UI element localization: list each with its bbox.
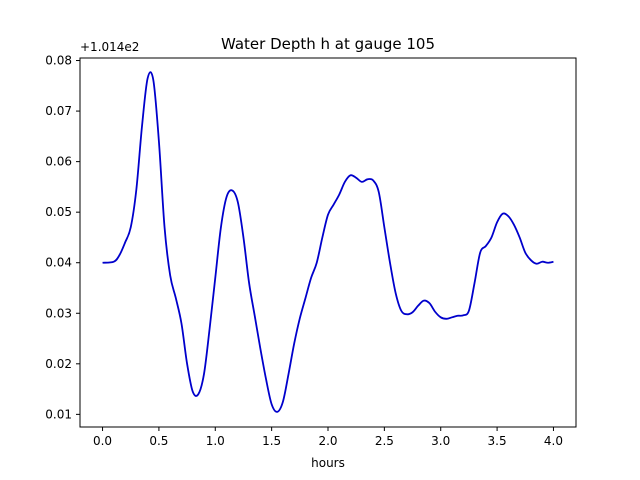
y-tick-label: 0.06 [45, 155, 72, 169]
y-tick-label: 0.04 [45, 256, 72, 270]
y-tick-label: 0.03 [45, 306, 72, 320]
x-tick-label: 1.0 [206, 434, 225, 448]
y-axis: 0.01 0.02 0.03 0.04 0.05 0.06 0.07 0.08 [45, 54, 80, 421]
x-tick-label: 2.0 [318, 434, 337, 448]
series-layer [102, 71, 554, 413]
x-tick-label: 4.0 [544, 434, 563, 448]
x-tick-label: 0.5 [149, 434, 168, 448]
x-tick-label: 3.0 [431, 434, 450, 448]
series-line [102, 71, 554, 413]
y-tick-label: 0.02 [45, 357, 72, 371]
y-offset-text: +1.014e2 [80, 40, 139, 54]
x-axis-label: hours [311, 456, 345, 470]
x-tick-label: 0.0 [93, 434, 112, 448]
y-tick-label: 0.01 [45, 407, 72, 421]
x-axis: 0.0 0.5 1.0 1.5 2.0 2.5 3.0 3.5 4.0 [93, 427, 563, 448]
plot-area [80, 58, 576, 427]
x-tick-label: 2.5 [375, 434, 394, 448]
y-tick-label: 0.08 [45, 54, 72, 68]
x-tick-label: 3.5 [488, 434, 507, 448]
y-tick-label: 0.07 [45, 104, 72, 118]
y-tick-label: 0.05 [45, 205, 72, 219]
chart-title: Water Depth h at gauge 105 [221, 35, 435, 53]
x-tick-label: 1.5 [262, 434, 281, 448]
